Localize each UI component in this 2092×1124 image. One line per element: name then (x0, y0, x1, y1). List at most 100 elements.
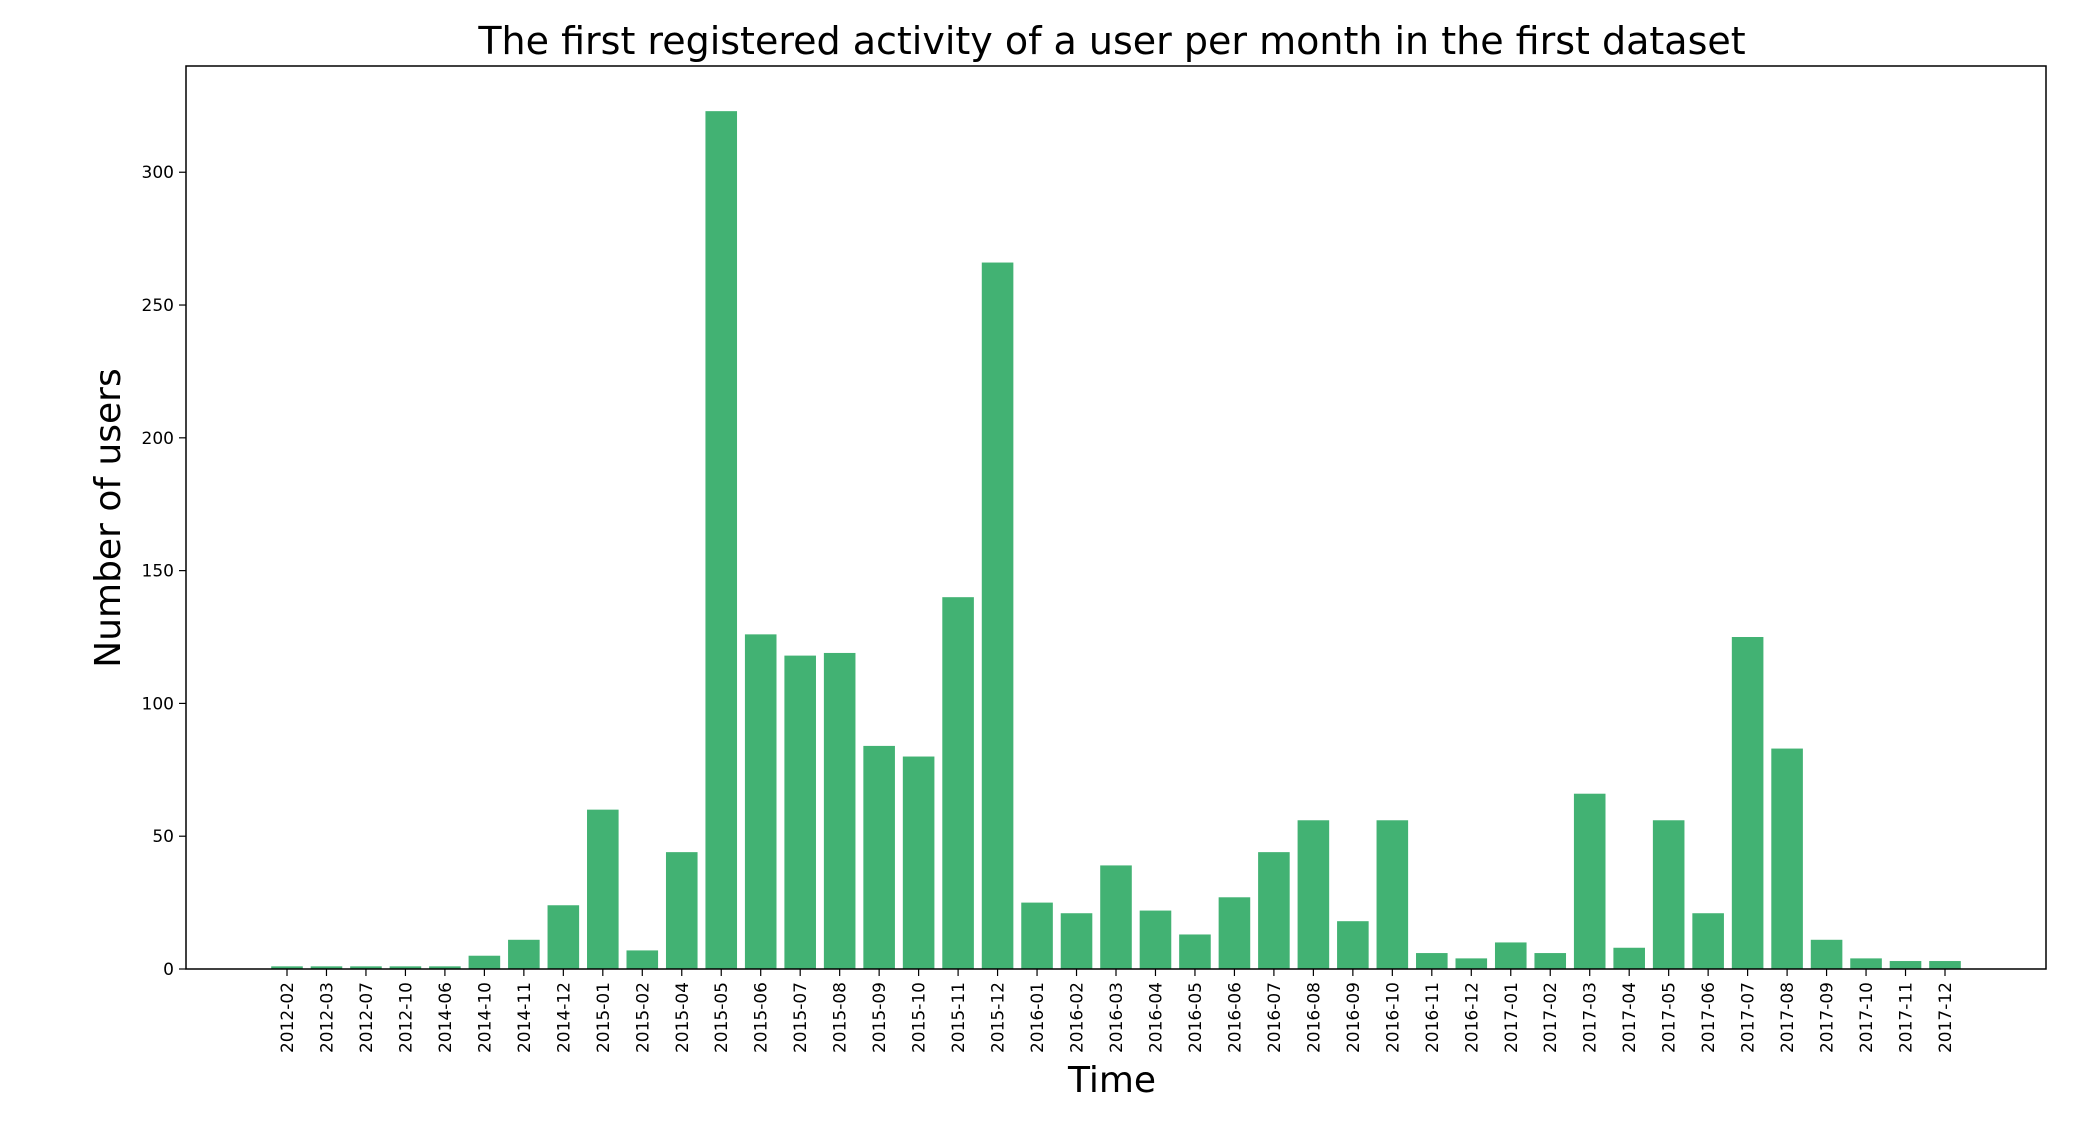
x-tick-label: 2017-09 (1818, 982, 1838, 1053)
x-tick-label: 2015-04 (673, 982, 693, 1053)
x-tick-label: 2016-01 (1028, 982, 1048, 1053)
bar-2017-05 (1652, 820, 1685, 969)
x-tick-label: 2014-10 (475, 982, 495, 1053)
x-tick-label: 2015-10 (910, 982, 930, 1053)
bar-2016-06 (1218, 897, 1251, 969)
x-tick-label: 2016-10 (1383, 982, 1403, 1053)
chart-title: The first registered activity of a user … (477, 19, 1745, 63)
bar-2012-03 (310, 966, 343, 969)
x-axis-ticks: 2012-02 2012-03 2012-07 2012-10 2014-06 2014-… (278, 969, 1956, 1053)
x-tick-label: 2015-09 (870, 982, 890, 1053)
x-tick-label: 2015-11 (949, 982, 969, 1053)
x-tick-label: 2015-07 (791, 982, 811, 1053)
bar-2015-09 (863, 745, 895, 969)
x-tick-label: 2016-09 (1344, 982, 1364, 1053)
x-tick-label: 2016-08 (1304, 982, 1324, 1053)
bar-2016-04 (1139, 910, 1172, 969)
x-tick-label: 2016-05 (1186, 982, 1206, 1053)
bar-2014-11 (508, 939, 540, 969)
x-tick-label: 2012-10 (396, 982, 416, 1053)
x-tick-label: 2017-05 (1660, 982, 1680, 1053)
bar-2014-12 (547, 905, 580, 969)
x-tick-label: 2017-03 (1581, 982, 1601, 1053)
y-tick-label: 200 (142, 429, 174, 449)
x-tick-label: 2014-12 (554, 982, 574, 1053)
bar-2015-06 (744, 634, 777, 969)
x-tick-label: 2017-06 (1699, 982, 1719, 1053)
x-tick-label: 2015-06 (752, 982, 772, 1053)
bar-2017-03 (1573, 793, 1606, 969)
bar-2016-08 (1297, 820, 1330, 969)
x-tick-label: 2012-02 (278, 982, 298, 1053)
bar-2015-12 (981, 262, 1014, 969)
bar-2015-10 (902, 756, 935, 969)
bar-2016-11 (1416, 953, 1448, 969)
x-tick-label: 2016-03 (1107, 982, 1127, 1053)
bar-2017-04 (1613, 947, 1645, 969)
x-tick-label: 2016-11 (1423, 982, 1443, 1053)
y-axis-label: Number of users (88, 368, 129, 667)
y-tick-label: 100 (142, 694, 174, 714)
x-tick-label: 2017-08 (1778, 982, 1798, 1053)
bar-2017-08 (1771, 748, 1803, 969)
bar-2012-07 (350, 966, 382, 969)
x-tick-label: 2012-03 (317, 982, 337, 1053)
x-tick-label: 2017-12 (1936, 982, 1956, 1053)
bar-2014-06 (429, 966, 461, 969)
bar-2016-02 (1060, 913, 1093, 969)
bar-2016-07 (1258, 852, 1290, 969)
bar-2014-10 (468, 955, 501, 969)
x-tick-label: 2017-02 (1541, 982, 1561, 1053)
x-tick-label: 2015-01 (594, 982, 614, 1053)
x-tick-label: 2014-11 (515, 982, 535, 1053)
x-tick-label: 2015-02 (633, 982, 653, 1053)
bar-2015-01 (587, 809, 619, 969)
x-tick-label: 2016-07 (1265, 982, 1285, 1053)
x-tick-label: 2015-05 (712, 982, 732, 1053)
x-axis-label: Time (1067, 1060, 1156, 1101)
bar-2015-07 (784, 655, 816, 969)
bar-2016-12 (1455, 958, 1488, 969)
plot-frame (185, 65, 2047, 970)
x-tick-label: 2016-06 (1225, 982, 1245, 1053)
bar-2016-10 (1376, 820, 1409, 969)
bars-group (271, 111, 1961, 969)
x-tick-label: 2016-02 (1068, 982, 1088, 1053)
x-tick-label: 2017-04 (1620, 982, 1640, 1053)
bar-2012-10 (389, 966, 422, 969)
y-tick-label: 0 (163, 960, 174, 980)
bar-2012-02 (271, 966, 303, 969)
bar-2017-06 (1692, 913, 1724, 969)
bar-2017-02 (1534, 953, 1567, 969)
bar-2016-05 (1179, 934, 1211, 969)
y-tick-label: 150 (142, 562, 174, 582)
y-tick-label: 50 (152, 827, 174, 847)
y-axis-ticks: 0 50 100 150 200 250 300 (142, 163, 186, 980)
x-tick-label: 2017-01 (1502, 982, 1522, 1053)
x-tick-label: 2015-12 (989, 982, 1009, 1053)
x-tick-label: 2014-06 (436, 982, 456, 1053)
bar-2015-08 (823, 652, 856, 969)
bar-2017-11 (1889, 961, 1922, 969)
bar-2017-01 (1494, 942, 1527, 969)
bar-2016-01 (1021, 902, 1053, 969)
bar-2015-04 (665, 852, 698, 969)
y-tick-label: 300 (142, 163, 174, 183)
x-tick-label: 2012-07 (357, 982, 377, 1053)
x-tick-label: 2017-07 (1739, 982, 1759, 1053)
x-tick-label: 2016-12 (1462, 982, 1482, 1053)
bar-2017-10 (1850, 958, 1882, 969)
x-tick-label: 2017-10 (1857, 982, 1877, 1053)
bar-2015-11 (942, 597, 974, 969)
bar-2017-12 (1929, 961, 1961, 969)
x-tick-label: 2015-08 (831, 982, 851, 1053)
bar-2015-05 (705, 111, 738, 969)
x-tick-label: 2016-04 (1146, 982, 1166, 1053)
x-tick-label: 2017-11 (1897, 982, 1917, 1053)
bar-2017-09 (1810, 939, 1843, 969)
bar-2017-07 (1731, 637, 1764, 969)
bar-2016-03 (1100, 865, 1132, 969)
bar-2016-09 (1337, 921, 1369, 969)
bar-2015-02 (626, 950, 659, 969)
